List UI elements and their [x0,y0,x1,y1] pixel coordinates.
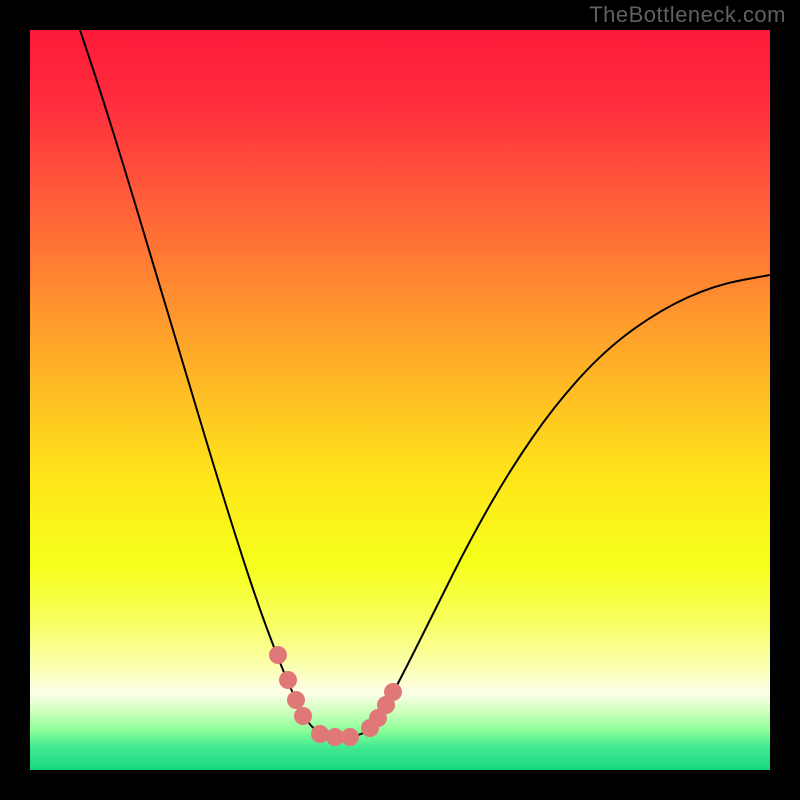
curve-marker [279,671,297,689]
curve-marker [341,728,359,746]
chart-frame: TheBottleneck.com [0,0,800,800]
chart-svg [30,30,770,770]
curve-marker [311,725,329,743]
curve-marker [269,646,287,664]
gradient-background [30,30,770,770]
curve-marker [294,707,312,725]
plot-area [30,30,770,770]
curve-marker [384,683,402,701]
curve-marker [287,691,305,709]
watermark-text: TheBottleneck.com [589,2,786,28]
